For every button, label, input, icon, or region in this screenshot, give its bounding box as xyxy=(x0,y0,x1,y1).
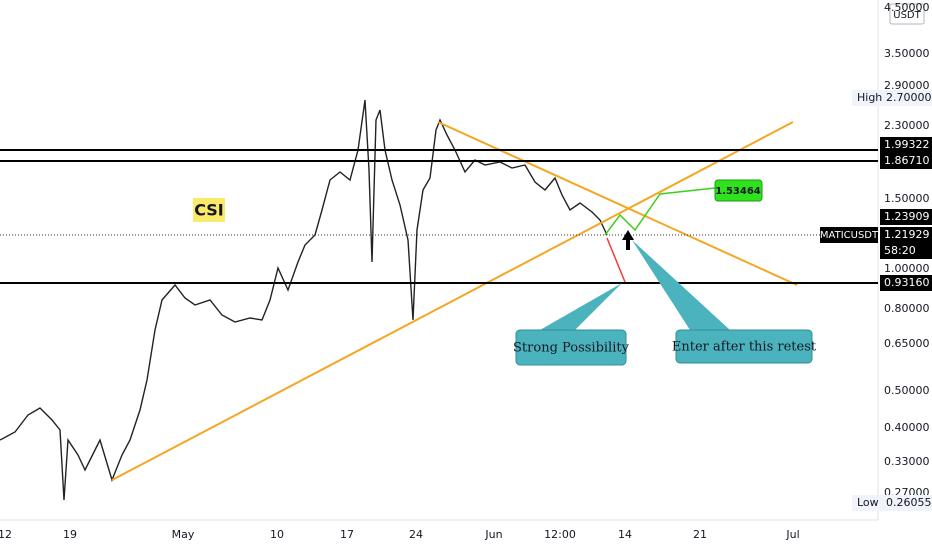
level-tag xyxy=(880,275,932,291)
time-label: 21 xyxy=(693,528,707,541)
callout-text: Enter after this retest xyxy=(672,340,817,355)
time-label: 12:00 xyxy=(544,528,576,541)
callout-box xyxy=(515,329,627,366)
entry-arrow xyxy=(622,230,634,250)
target-label: 1.53464 xyxy=(715,186,761,197)
time-label: 12 xyxy=(0,528,12,541)
price-label: 0.50000 xyxy=(884,384,930,397)
level-tag xyxy=(880,153,932,169)
green-path xyxy=(604,187,716,236)
unit-label: USDT xyxy=(893,10,921,21)
price-label: 1.00000 xyxy=(884,262,930,275)
red-path xyxy=(606,237,626,283)
time-label: 10 xyxy=(270,528,284,541)
time-label: 17 xyxy=(340,528,354,541)
last-price-tag xyxy=(880,227,932,259)
support-trendline xyxy=(111,121,794,481)
high-value: 2.70000 xyxy=(886,91,932,104)
symbol-tag-text: MATICUSDT xyxy=(820,230,879,241)
price-label: 0.80000 xyxy=(884,302,930,315)
time-label: 24 xyxy=(409,528,423,541)
price-label: 4.50000 xyxy=(884,1,930,14)
level-tag-text: 1.86710 xyxy=(884,154,930,167)
watermark: CSI xyxy=(194,201,224,220)
last-price: 1.21929 xyxy=(884,228,930,241)
time-label: 14 xyxy=(618,528,632,541)
countdown: 58:20 xyxy=(884,244,916,257)
level-tag-text: 1.99322 xyxy=(884,138,930,151)
price-label: 0.65000 xyxy=(884,337,930,350)
time-label: Jul xyxy=(785,528,799,541)
high-tag xyxy=(852,90,932,106)
price-label: 2.30000 xyxy=(884,119,930,132)
callout-box xyxy=(675,329,813,364)
price-label: 0.33000 xyxy=(884,455,930,468)
watermark-box xyxy=(193,198,225,222)
high-label: High xyxy=(857,91,882,104)
target-box xyxy=(714,179,763,202)
time-label: May xyxy=(172,528,195,541)
callout-pointer xyxy=(540,283,622,330)
price-label: 2.90000 xyxy=(884,79,930,92)
time-label: 19 xyxy=(63,528,77,541)
price-label: 0.40000 xyxy=(884,421,930,434)
callout-pointer xyxy=(632,240,730,330)
low-value: 0.26055 xyxy=(886,496,932,509)
price-label: 1.50000 xyxy=(884,192,930,205)
horizontal-levels xyxy=(0,149,878,284)
level-tag-text: 0.93160 xyxy=(884,276,930,289)
price-line xyxy=(0,99,608,501)
symbol-tag xyxy=(820,227,878,243)
level-tag xyxy=(880,209,932,225)
price-label: 3.50000 xyxy=(884,47,930,60)
time-label: Jun xyxy=(484,528,502,541)
level-tag-text: 1.23909 xyxy=(884,210,930,223)
level-tag xyxy=(880,137,932,153)
unit-box xyxy=(889,3,925,25)
callout-text: Strong Possibility xyxy=(513,341,630,356)
low-tag xyxy=(852,495,932,511)
low-label: Low xyxy=(857,496,879,509)
